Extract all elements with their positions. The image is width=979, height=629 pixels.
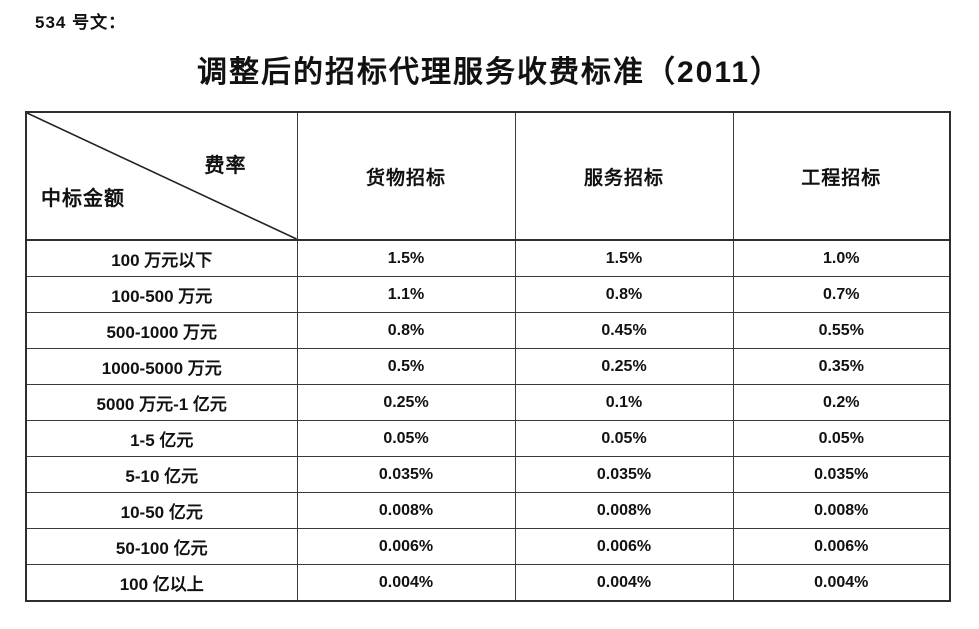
header-row: 费率 中标金额 货物招标 服务招标 工程招标 bbox=[25, 111, 951, 241]
table-row: 500-1000 万元 0.8% 0.45% 0.55% bbox=[25, 312, 951, 349]
fee-cell: 0.8% bbox=[296, 312, 516, 349]
fee-cell: 0.004% bbox=[296, 564, 516, 602]
diagonal-line bbox=[27, 113, 297, 239]
row-label: 1-5 亿元 bbox=[25, 420, 298, 457]
fee-cell: 0.006% bbox=[296, 528, 516, 565]
column-header-services: 服务招标 bbox=[514, 111, 734, 241]
row-label: 500-1000 万元 bbox=[25, 312, 298, 349]
table-row: 100 亿以上 0.004% 0.004% 0.004% bbox=[25, 564, 951, 602]
row-label: 5000 万元-1 亿元 bbox=[25, 384, 298, 421]
fee-cell: 1.5% bbox=[514, 239, 734, 277]
page-title: 调整后的招标代理服务收费标准（2011） bbox=[196, 56, 783, 89]
corner-label-rate: 费率 bbox=[204, 155, 247, 177]
fee-cell: 0.2% bbox=[732, 384, 951, 421]
fee-cell: 0.8% bbox=[514, 276, 734, 313]
row-label: 10-50 亿元 bbox=[25, 492, 298, 529]
fee-rate-table: 费率 中标金额 货物招标 服务招标 工程招标 100 万元以下 1.5% 1.5… bbox=[25, 111, 951, 602]
row-label: 100 万元以下 bbox=[25, 239, 298, 277]
row-label: 100 亿以上 bbox=[25, 564, 298, 602]
row-label: 5-10 亿元 bbox=[25, 456, 298, 493]
fee-cell: 0.55% bbox=[732, 312, 951, 349]
table-row: 50-100 亿元 0.006% 0.006% 0.006% bbox=[25, 528, 951, 565]
column-header-works: 工程招标 bbox=[732, 111, 951, 241]
fee-cell: 0.05% bbox=[296, 420, 516, 457]
fee-cell: 1.5% bbox=[296, 239, 516, 277]
fee-cell: 0.25% bbox=[296, 384, 516, 421]
fee-cell: 0.006% bbox=[732, 528, 951, 565]
fee-cell: 1.0% bbox=[732, 239, 951, 277]
fee-cell: 0.35% bbox=[732, 348, 951, 385]
diagonal-header-cell: 费率 中标金额 bbox=[25, 111, 298, 241]
row-label: 1000-5000 万元 bbox=[25, 348, 298, 385]
fee-cell: 0.05% bbox=[514, 420, 734, 457]
table-row: 1-5 亿元 0.05% 0.05% 0.05% bbox=[25, 420, 951, 457]
fee-cell: 0.035% bbox=[296, 456, 516, 493]
fee-cell: 0.004% bbox=[732, 564, 951, 602]
fee-cell: 0.006% bbox=[514, 528, 734, 565]
fee-cell: 0.035% bbox=[732, 456, 951, 493]
row-label: 50-100 亿元 bbox=[25, 528, 298, 565]
table-row: 5000 万元-1 亿元 0.25% 0.1% 0.2% bbox=[25, 384, 951, 421]
fee-cell: 0.5% bbox=[296, 348, 516, 385]
fee-cell: 1.1% bbox=[296, 276, 516, 313]
table-row: 100 万元以下 1.5% 1.5% 1.0% bbox=[25, 239, 951, 277]
fee-cell: 0.008% bbox=[514, 492, 734, 529]
fee-cell: 0.035% bbox=[514, 456, 734, 493]
fee-cell: 0.004% bbox=[514, 564, 734, 602]
fee-cell: 0.008% bbox=[296, 492, 516, 529]
table-row: 5-10 亿元 0.035% 0.035% 0.035% bbox=[25, 456, 951, 493]
fee-cell: 0.7% bbox=[732, 276, 951, 313]
fee-cell: 0.008% bbox=[732, 492, 951, 529]
table-row: 10-50 亿元 0.008% 0.008% 0.008% bbox=[25, 492, 951, 529]
row-label: 100-500 万元 bbox=[25, 276, 298, 313]
fee-cell: 0.45% bbox=[514, 312, 734, 349]
fee-cell: 0.1% bbox=[514, 384, 734, 421]
fee-cell: 0.25% bbox=[514, 348, 734, 385]
doc-number: 534 号文： bbox=[35, 13, 127, 32]
table-row: 1000-5000 万元 0.5% 0.25% 0.35% bbox=[25, 348, 951, 385]
fee-cell: 0.05% bbox=[732, 420, 951, 457]
corner-label-amount: 中标金额 bbox=[41, 188, 125, 210]
table-row: 100-500 万元 1.1% 0.8% 0.7% bbox=[25, 276, 951, 313]
column-header-goods: 货物招标 bbox=[296, 111, 516, 241]
